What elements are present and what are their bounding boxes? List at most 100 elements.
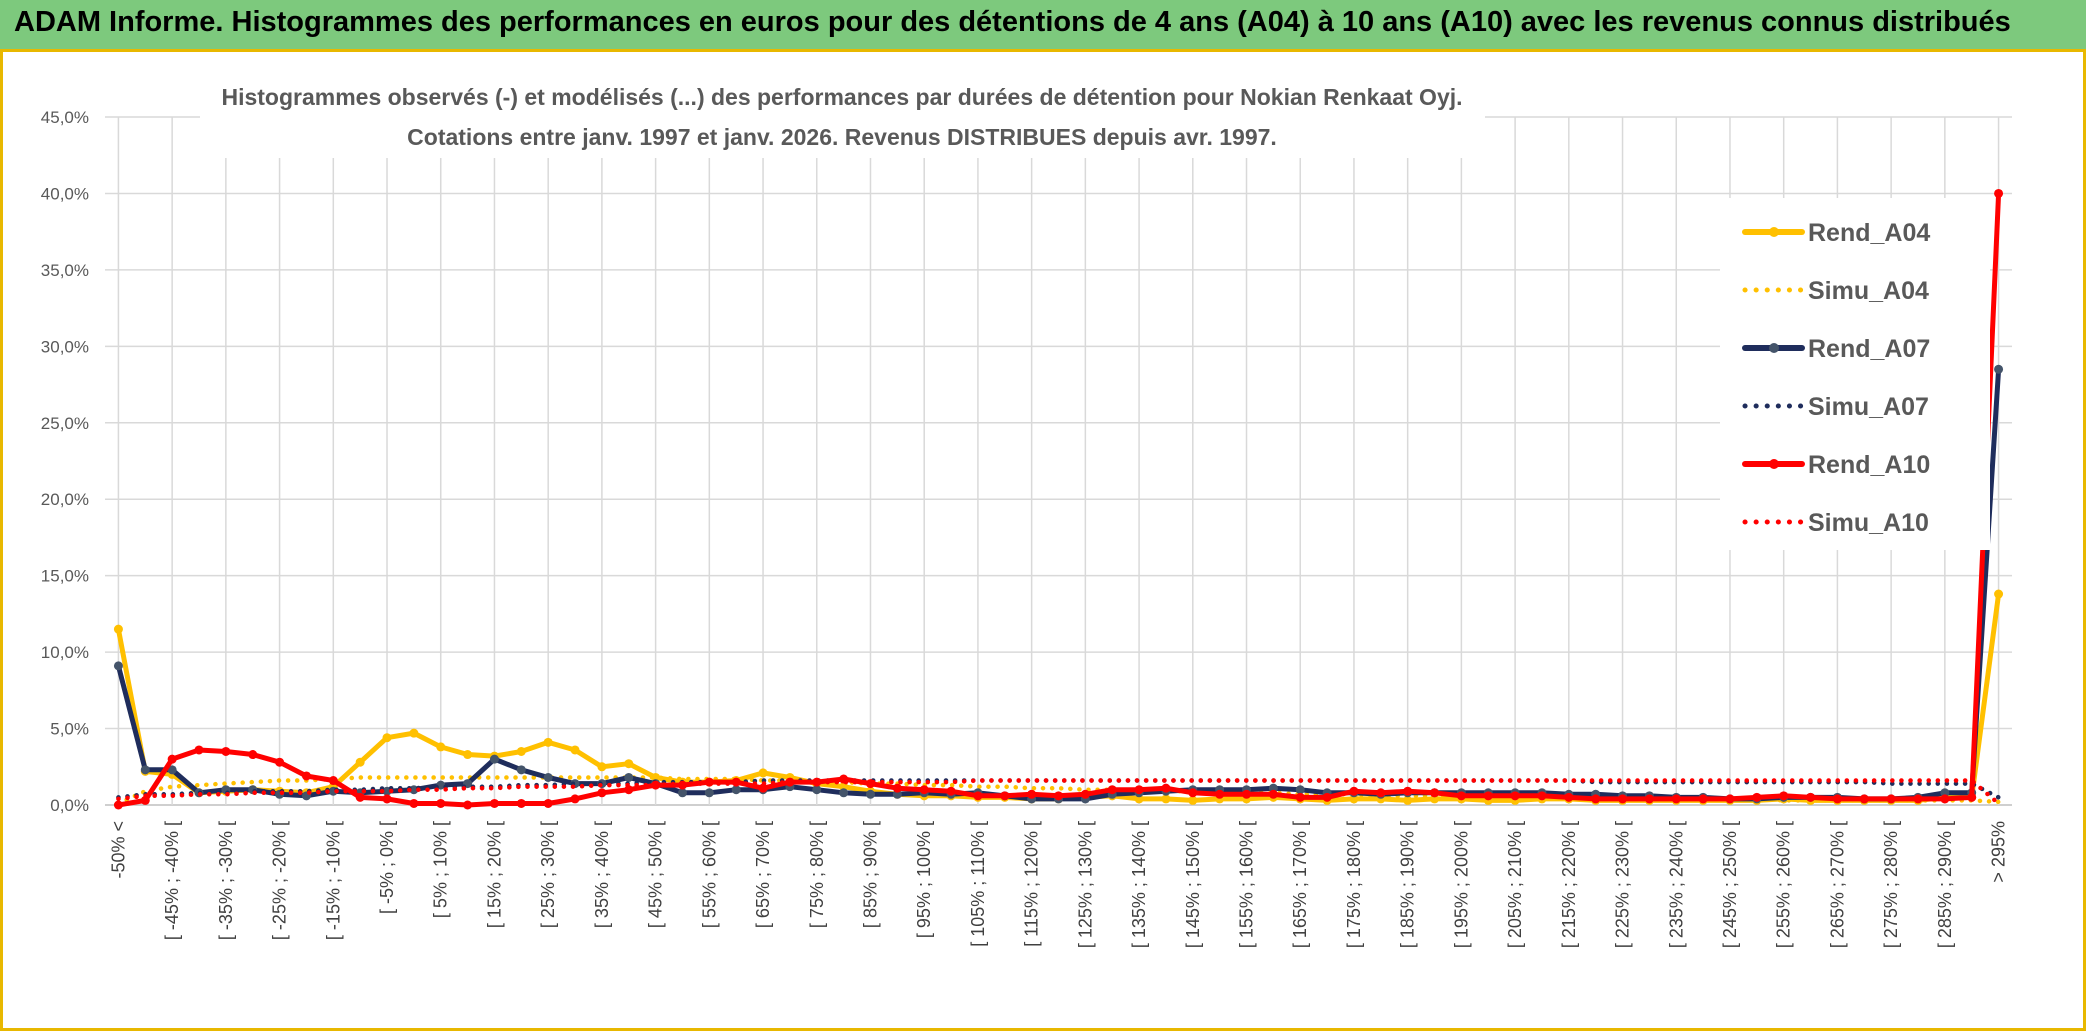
data-point [704,788,714,798]
x-tick-label: [ 105% ; 110% [ [968,821,988,947]
x-tick-label: [ 115% ; 120% [ [1022,821,1042,947]
data-point [1242,789,1252,799]
data-point [113,624,123,634]
x-tick-label: [ 55% ; 60% [ [699,821,719,928]
report-banner: ADAM Informe. Histogrammes des performan… [0,0,2086,52]
y-tick-label: 25,0% [41,414,89,433]
data-point [1054,791,1063,801]
data-point [892,783,902,793]
x-tick-label: [ -5% ; 0% [ [377,821,397,914]
data-point [1510,791,1520,801]
x-tick-label: [ 35% ; 40% [ [592,821,612,928]
data-point [624,785,634,795]
y-tick-label: 0,0% [50,796,89,815]
y-tick-label: 40,0% [41,184,89,203]
data-point [1940,794,1950,804]
x-tick-label: [ 125% ; 130% [ [1075,821,1095,948]
x-tick-label: [ 165% ; 170% [ [1290,821,1310,948]
data-point [1886,794,1896,804]
x-tick-label: -50% < [108,821,128,879]
data-point [973,791,983,801]
data-point [1698,794,1708,804]
data-point [1322,792,1332,802]
chart-title-box [200,78,1485,158]
data-point [543,737,553,747]
data-point [382,733,392,743]
data-point [140,795,150,805]
data-point [1349,786,1359,796]
data-point [463,800,473,810]
x-tick-label: [ -25% ; -20% [ [270,821,290,940]
data-point [167,765,177,775]
data-point [463,750,473,760]
chart-title: Histogrammes observés (-) et modélisés (… [221,84,1462,110]
x-tick-label: [ 265% ; 270% [ [1827,821,1847,948]
data-point [409,728,419,738]
data-point [1967,792,1977,802]
data-point [1752,792,1762,802]
data-point [516,798,526,808]
data-point [1295,785,1305,795]
data-point [436,742,446,752]
data-point [1644,794,1654,804]
x-tick-label: [ -35% ; -30% [ [216,821,236,940]
data-point [1000,791,1010,801]
x-tick-label: [ 25% ; 30% [ [538,821,558,928]
data-point [839,788,849,798]
data-point [1456,791,1466,801]
data-point [1027,789,1037,799]
data-point [516,765,526,775]
x-tick-label: [ -45% ; -40% [ [162,821,182,940]
legend-marker [1769,343,1779,353]
data-point [113,800,123,810]
report-title: ADAM Informe. Histogrammes des performan… [14,6,2011,38]
data-point [248,750,258,760]
x-tick-label: > 295% [1989,821,2009,883]
x-tick-label: [ 255% ; 260% [ [1774,821,1794,948]
data-point [355,792,365,802]
data-point [516,746,526,756]
y-tick-label: 45,0% [41,108,89,127]
legend-box [1720,198,1990,550]
y-tick-label: 10,0% [41,643,89,662]
x-tick-label: [ 65% ; 70% [ [753,821,773,928]
series-line-simu-a07 [116,778,2001,800]
series-line-simu-a04 [116,775,2001,806]
x-tick-label: [ 225% ; 230% [ [1613,821,1633,948]
data-point [328,776,338,786]
x-tick-label: [ 285% ; 290% [ [1935,821,1955,948]
data-point [1403,795,1413,805]
data-point [758,783,768,793]
legend-marker [1769,459,1779,469]
x-tick-label: [ 215% ; 220% [ [1559,821,1579,948]
data-point [1161,794,1171,804]
data-point [1994,589,2004,599]
x-tick-label: [ 75% ; 80% [ [807,821,827,928]
data-point [1994,188,2004,198]
data-point [570,745,580,755]
data-point [1376,788,1386,798]
data-point [409,798,419,808]
legend-label: Simu_A04 [1808,277,1929,305]
data-point [1483,791,1493,801]
data-point [140,765,150,775]
legend-label: Rend_A10 [1808,451,1930,479]
data-point [624,759,634,769]
data-point [194,745,204,755]
data-point [543,772,553,782]
data-point [409,785,419,795]
data-point [543,798,553,808]
x-tick-label: [ 155% ; 160% [ [1237,821,1257,948]
x-tick-label: [ 185% ; 190% [ [1398,821,1418,948]
data-point [731,785,741,795]
data-point [1430,788,1440,798]
x-tick-label: [ 95% ; 100% [ [914,821,934,938]
data-point [1564,792,1574,802]
data-point [570,794,580,804]
data-point [1859,794,1869,804]
data-point [489,798,499,808]
y-tick-label: 35,0% [41,261,89,280]
y-tick-label: 30,0% [41,337,89,356]
x-tick-label: [ 15% ; 20% [ [484,821,504,928]
